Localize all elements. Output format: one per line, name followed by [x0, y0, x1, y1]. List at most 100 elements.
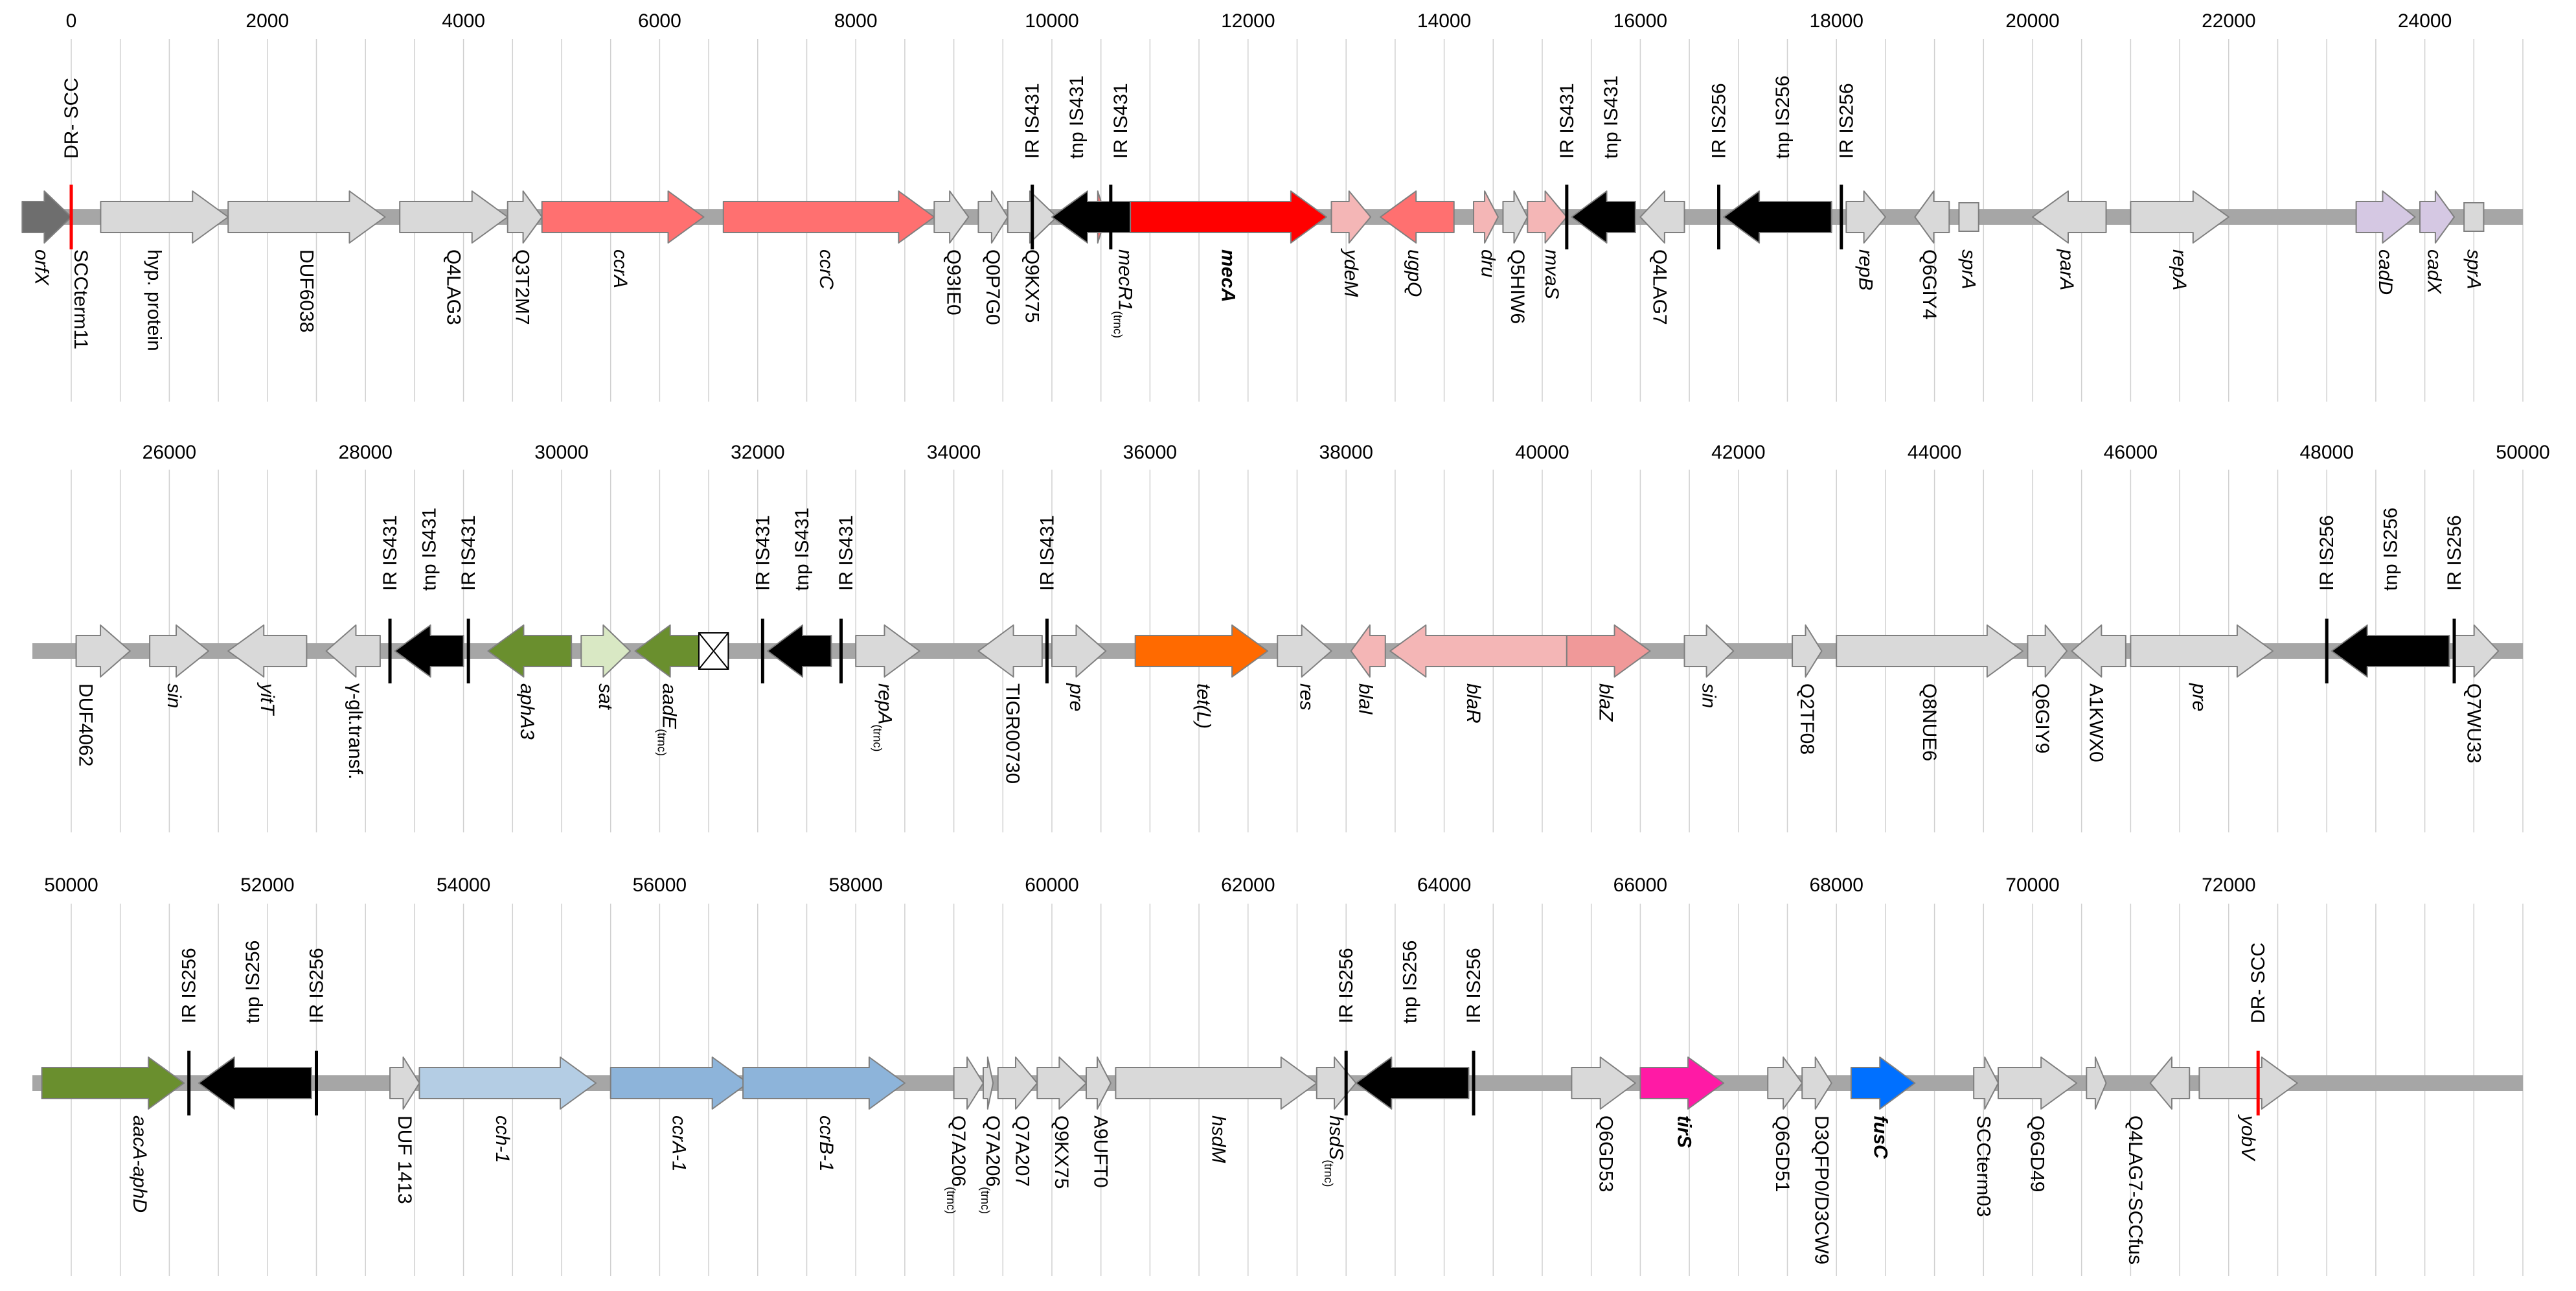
gene-label: aacA-aphD — [129, 1115, 150, 1213]
gene-arrow — [580, 624, 631, 678]
gene-label-text: ydeM — [1340, 248, 1362, 297]
gene-label: Q7WU33 — [2463, 683, 2484, 763]
axis-tick-label: 0 — [66, 10, 77, 32]
gene-label-text: aphA3 — [516, 683, 538, 740]
axis-tick-label: 52000 — [240, 874, 294, 896]
gene-label: res — [1296, 683, 1317, 711]
axis-tick-label: 48000 — [2299, 442, 2353, 463]
gene-label: ccrC — [815, 249, 837, 290]
axis-tick-label: 58000 — [828, 874, 882, 896]
gene-label-text: tirS — [1674, 1115, 1695, 1148]
axis-tick-label: 44000 — [1908, 442, 1961, 463]
axis-tick-label: 66000 — [1613, 874, 1667, 896]
element-label-top: IR IS256 — [1709, 83, 1730, 159]
gene-label-text: Q6GD51 — [1772, 1115, 1793, 1192]
gene-arrow — [1850, 1057, 1916, 1110]
axis-tick-label: 28000 — [338, 442, 392, 463]
element-label-top: IR IS431 — [1556, 83, 1578, 159]
gene-label-text: Q7A206 — [948, 1115, 969, 1187]
gene-label: D3QFP0/D3CW9 — [1810, 1115, 1832, 1264]
axis-tick-label: 24000 — [2398, 10, 2452, 32]
gene-label: Q6GIY4 — [1919, 249, 1940, 319]
gene-label-subscript: (trnc) — [979, 1187, 992, 1214]
axis-tick-label: 22000 — [2202, 10, 2255, 32]
element-label-top: tnp IS256 — [1772, 76, 1794, 159]
gene-label-text: Q4LAG3 — [442, 249, 464, 325]
axis-tick-label: 70000 — [2005, 874, 2059, 896]
gene-label-text: cch-1 — [492, 1115, 513, 1163]
gene-label: Q7A206(trnc) — [979, 1115, 1003, 1214]
gene-label-text: ccrA — [610, 249, 631, 288]
gene-label: Q6GD53 — [1595, 1115, 1616, 1192]
gene-label-text: SCCterm03 — [1972, 1115, 1994, 1217]
gene-label-text: ugpQ — [1404, 249, 1425, 297]
gene-label-text: repB — [1855, 249, 1876, 290]
gene-label: cch-1 — [492, 1115, 513, 1163]
element-label-top: IR IS256 — [306, 948, 328, 1023]
gene-arrow — [855, 624, 920, 678]
gene-arrow — [100, 190, 229, 244]
gene-label-text: Q6GD49 — [2027, 1115, 2048, 1192]
gene-label-text: sat — [595, 683, 616, 711]
element-label-top: IR IS256 — [1836, 83, 1857, 159]
gene-label-text: Q8NUE6 — [1919, 683, 1940, 761]
gene-label: ccrB-1 — [815, 1115, 837, 1172]
gene-arrow — [766, 624, 832, 678]
gene-arrow — [1639, 190, 1685, 244]
gene-label-text: pre — [2188, 683, 2209, 711]
axis-tick-label: 38000 — [1319, 442, 1373, 463]
gene-arrow — [507, 190, 543, 244]
gene-label: mvaS — [1541, 249, 1562, 299]
axis-tick-label: 8000 — [834, 10, 878, 32]
gene-label: Q3T2M7 — [511, 249, 532, 325]
gene-label: A9UFT0 — [1090, 1115, 1111, 1188]
gene-arrow — [997, 1057, 1038, 1110]
gene-label: SCCterm03 — [1972, 1115, 1994, 1217]
gene-arrow — [1914, 190, 1950, 244]
gene-label: pre — [1066, 683, 1087, 711]
gene-arrow — [1330, 190, 1372, 244]
gene-arrow — [1639, 1057, 1725, 1110]
gene-label-text: Q7A206 — [982, 1115, 1003, 1187]
axis-tick-label: 34000 — [927, 442, 981, 463]
gene-label: DUF 1413 — [394, 1115, 415, 1204]
gene-arrow — [2130, 190, 2229, 244]
gene-label: hyp. protein — [144, 249, 165, 351]
gene-label-text: Q6GD53 — [1595, 1115, 1616, 1192]
axis-tick-label: 68000 — [1809, 874, 1863, 896]
gene-arrow — [2419, 190, 2456, 244]
element-label-top: tnp IS256 — [2380, 508, 2402, 591]
gene-label-text: A9UFT0 — [1090, 1115, 1111, 1188]
gene-label-text: γ-glt.transf. — [345, 683, 366, 779]
element-label-top: DR- SCC — [61, 78, 82, 159]
gene-label: Q5HIW6 — [1507, 249, 1528, 324]
gene-label-text: Q2TF08 — [1796, 683, 1818, 755]
gene-label: Q4LAG7-SCCfus — [2125, 1115, 2146, 1264]
element-label-top: IR IS256 — [2444, 515, 2465, 591]
gene-label: tirS — [1674, 1115, 1695, 1148]
gene-label-text: mecR1 — [1115, 249, 1136, 311]
map-row-1: 0 2000 4000 6000 8000 10000 12000 14000 16000 180… — [21, 10, 2524, 402]
gene-arrow — [1350, 624, 1386, 678]
element-label-top: IR IS431 — [1022, 83, 1043, 159]
map-row-3: 50000 52000 54000 56000 58000 60000 62000 64000… — [32, 874, 2524, 1276]
gene-label: Q9KX75 — [1021, 249, 1043, 323]
axis-tick-label: 32000 — [731, 442, 784, 463]
gene-label: parA — [2056, 249, 2077, 290]
gene-arrow — [1473, 190, 1499, 244]
gene-arrow — [953, 1057, 985, 1110]
gene-label-text: Q6GIY4 — [1919, 249, 1940, 319]
gene-label: repB — [1855, 249, 1876, 290]
gene-arrow — [1527, 190, 1567, 244]
axis-tick-label: 56000 — [633, 874, 687, 896]
gene-label-text: dru — [1477, 249, 1499, 278]
gene-label: orfX — [31, 249, 52, 286]
gene-arrow — [21, 190, 72, 244]
gene-label-text: DUF 1413 — [394, 1115, 415, 1204]
gene-label-text: Q6GIY9 — [2031, 683, 2053, 753]
gene-label-text: sin — [163, 683, 185, 708]
gene-arrow — [394, 624, 464, 678]
gene-arrow — [1355, 1057, 1470, 1110]
gene-arrow — [1767, 1057, 1803, 1110]
gene-arrow — [1801, 1057, 1832, 1110]
